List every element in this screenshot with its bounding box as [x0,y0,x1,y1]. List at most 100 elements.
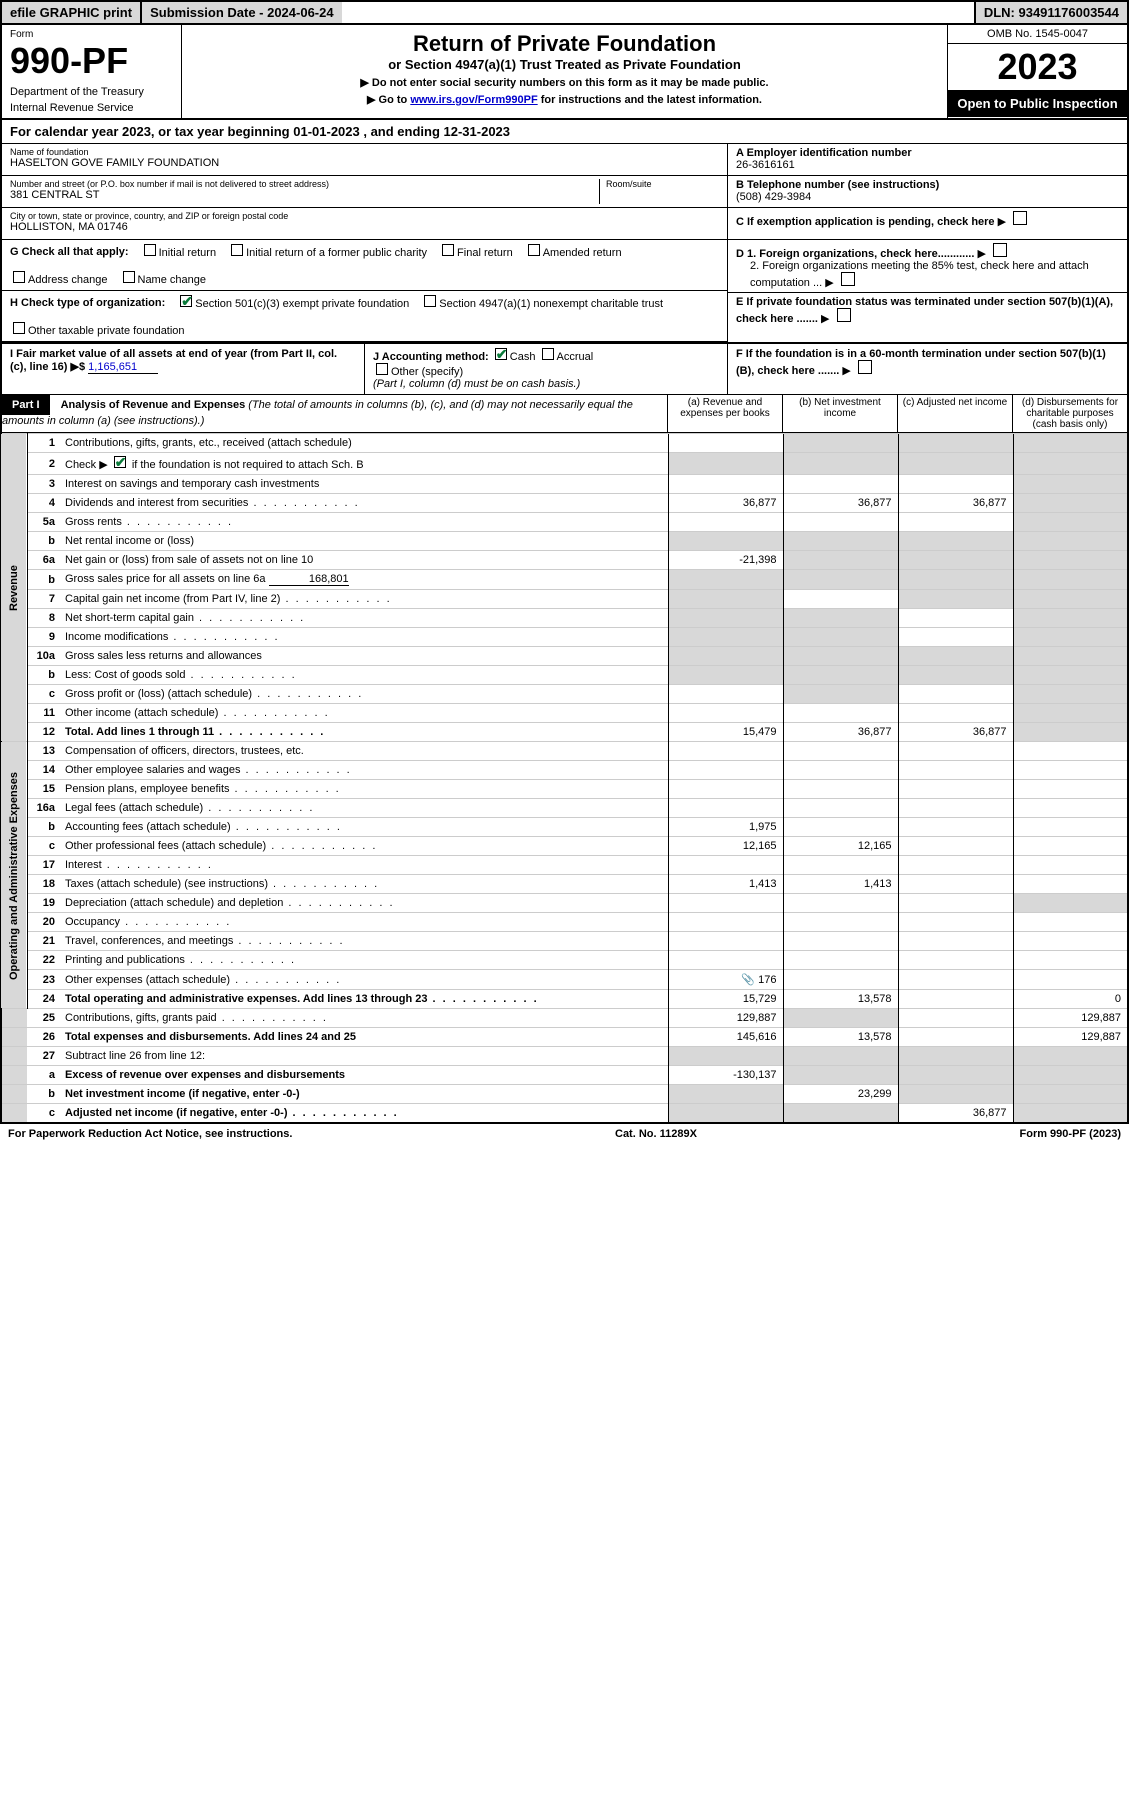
row-desc: Income modifications [61,628,668,647]
row-desc: Contributions, gifts, grants, etc., rece… [61,434,668,453]
row-num: 9 [27,628,61,647]
revenue-side-label: Revenue [1,434,27,742]
row-num: a [27,1066,61,1085]
d1-label: D 1. Foreign organizations, check here..… [736,248,974,260]
row-desc: Other employee salaries and wages [61,761,668,780]
row-num: b [27,532,61,551]
cell-val: 129,887 [668,1009,783,1028]
ein-value: 26-3616161 [736,159,1119,171]
row-num: 5a [27,513,61,532]
row-desc: Total. Add lines 1 through 11 [61,723,668,742]
cell-val: 36,877 [898,723,1013,742]
row-desc: Total expenses and disbursements. Add li… [61,1028,668,1047]
form-title: Return of Private Foundation [194,31,935,57]
501c3-checkbox[interactable] [180,295,192,307]
row-desc: Excess of revenue over expenses and disb… [61,1066,668,1085]
irs-label: Internal Revenue Service [10,102,173,114]
j-other: Other (specify) [391,366,463,378]
col-b-header: (b) Net investment income [782,395,897,432]
form990pf-link[interactable]: www.irs.gov/Form990PF [410,94,537,106]
c-checkbox[interactable] [1013,211,1027,225]
d2-label: 2. Foreign organizations meeting the 85%… [750,260,1089,289]
e-checkbox[interactable] [837,308,851,322]
r23-val: 176 [758,974,776,986]
d2-checkbox[interactable] [841,272,855,286]
row-desc: Pension plans, employee benefits [61,780,668,799]
row-desc: Check ▶ if the foundation is not require… [61,453,668,475]
calendar-year-row: For calendar year 2023, or tax year begi… [0,120,1129,144]
row-desc: Contributions, gifts, grants paid [61,1009,668,1028]
room-label: Room/suite [606,179,719,189]
cell-val: 15,479 [668,723,783,742]
r6b-desc: Gross sales price for all assets on line… [65,573,266,585]
ij-row: I Fair market value of all assets at end… [0,344,1129,395]
initial-public-checkbox[interactable] [231,244,243,256]
attachment-icon[interactable]: 📎 [741,974,755,986]
cell-val: 36,877 [783,494,898,513]
row-desc: Legal fees (attach schedule) [61,799,668,818]
cell-val: 1,413 [668,875,783,894]
other-method-checkbox[interactable] [376,363,388,375]
ein-label: A Employer identification number [736,147,1119,159]
row-desc: Dividends and interest from securities [61,494,668,513]
cell-val: 36,877 [668,494,783,513]
row-num: 11 [27,704,61,723]
col-c-header: (c) Adjusted net income [897,395,1012,432]
accrual-checkbox[interactable] [542,348,554,360]
row-desc: Less: Cost of goods sold [61,666,668,685]
dln: DLN: 93491176003544 [974,2,1127,23]
row-num: 24 [27,990,61,1009]
dept-treasury: Department of the Treasury [10,86,173,98]
f-label: F If the foundation is in a 60-month ter… [736,348,1106,377]
cell-val: 36,877 [783,723,898,742]
row-num: 20 [27,913,61,932]
top-bar: efile GRAPHIC print Submission Date - 20… [0,0,1129,25]
entity-info: Name of foundation HASELTON GOVE FAMILY … [0,144,1129,344]
tax-year: 2023 [948,44,1127,90]
name-change-checkbox[interactable] [123,271,135,283]
row-desc: Other professional fees (attach schedule… [61,837,668,856]
col-a-header: (a) Revenue and expenses per books [667,395,782,432]
street-address: 381 CENTRAL ST [10,189,599,201]
initial-return-checkbox[interactable] [144,244,156,256]
4947a1-checkbox[interactable] [424,295,436,307]
row-desc: Net rental income or (loss) [61,532,668,551]
row-desc: Gross rents [61,513,668,532]
amended-return-checkbox[interactable] [528,244,540,256]
row-num: c [27,685,61,704]
row-num: 21 [27,932,61,951]
g-opt-0: Initial return [159,247,216,259]
h-label: H Check type of organization: [10,297,165,309]
final-return-checkbox[interactable] [442,244,454,256]
d1-checkbox[interactable] [993,243,1007,257]
j-note: (Part I, column (d) must be on cash basi… [373,378,580,390]
cell-val: 12,165 [668,837,783,856]
row-desc: Net short-term capital gain [61,609,668,628]
form-word: Form [10,29,173,40]
row-desc: Adjusted net income (if negative, enter … [61,1104,668,1124]
cell-val: 145,616 [668,1028,783,1047]
phone-label: B Telephone number (see instructions) [736,179,1119,191]
r2-pre: Check ▶ [65,459,111,471]
row-desc: Interest on savings and temporary cash i… [61,475,668,494]
cell-val: 13,578 [783,990,898,1009]
row-num: 25 [27,1009,61,1028]
row-num: 2 [27,453,61,475]
row-desc: Net investment income (if negative, ente… [61,1085,668,1104]
row-desc: Other income (attach schedule) [61,704,668,723]
g-opt-4: Address change [28,274,108,286]
f-checkbox[interactable] [858,360,872,374]
other-taxable-checkbox[interactable] [13,322,25,334]
omb-number: OMB No. 1545-0047 [948,25,1127,44]
cash-checkbox[interactable] [495,348,507,360]
row-num: 23 [27,970,61,990]
address-change-checkbox[interactable] [13,271,25,283]
h-opt-0: Section 501(c)(3) exempt private foundat… [195,298,409,310]
opadmin-side-label: Operating and Administrative Expenses [1,742,27,1009]
part1-title: Analysis of Revenue and Expenses [61,399,246,411]
g-opt-5: Name change [138,274,207,286]
schb-checkbox[interactable] [114,456,126,468]
phone-value: (508) 429-3984 [736,191,1119,203]
row-num: c [27,1104,61,1124]
cell-val: 📎 176 [668,970,783,990]
